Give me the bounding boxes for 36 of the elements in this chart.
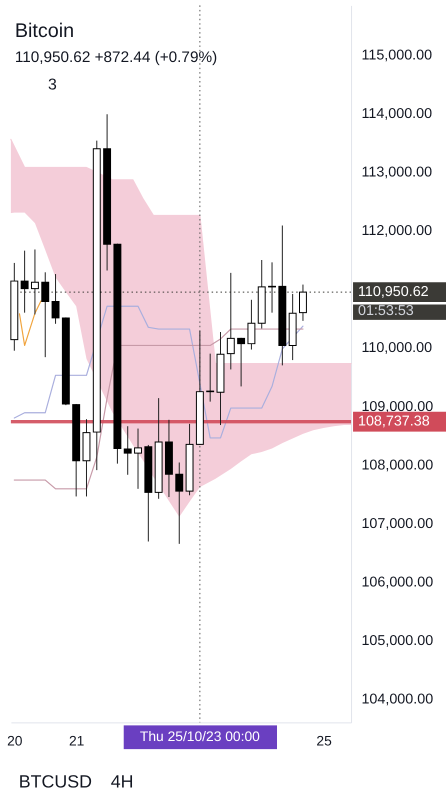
text: 4H <box>110 772 134 792</box>
candlestick <box>268 262 276 314</box>
candlestick <box>226 272 235 370</box>
candlestick <box>247 299 256 350</box>
text: 01:53:53 <box>358 302 414 319</box>
y-tick-label: 113,000.00 <box>361 164 432 181</box>
y-tick-label: 105,000.00 <box>361 632 434 649</box>
y-tick-label: 107,000.00 <box>361 516 434 532</box>
y-tick-label: 114,000.00 <box>361 106 432 122</box>
y-tick-label: 108,000.00 <box>361 457 434 474</box>
candlestick <box>41 272 50 358</box>
annotation: 3 <box>48 76 58 94</box>
y-tick-label: 104,000.00 <box>361 691 434 708</box>
y-tick-label: 112,000.00 <box>361 223 432 240</box>
candlestick <box>299 284 307 322</box>
y-tick-label: 106,000.00 <box>361 574 434 590</box>
candlestick <box>237 337 246 387</box>
candlestick <box>30 248 39 315</box>
text: Bitcoin <box>14 20 74 42</box>
candlestick <box>20 250 29 314</box>
y-tick-label: 115,000.00 <box>361 48 432 64</box>
text: 110,950.62 +872.44 (+0.79%) <box>14 48 218 66</box>
candlestick <box>134 428 142 490</box>
candlestick <box>124 426 132 476</box>
text: BTCUSD <box>18 772 92 792</box>
x-tick-label: 20 <box>7 732 23 749</box>
y-tick-label: 109,000.00 <box>361 398 434 415</box>
ref-line-label: 110,950.62 <box>358 284 429 300</box>
x-tick-label: 21 <box>68 732 85 749</box>
ref-line-label: 108,737.38 <box>358 414 430 430</box>
candlestick <box>52 274 60 324</box>
candlestick <box>175 462 184 544</box>
ref-line-label: Thu 25/10/23 00:00 <box>140 728 260 744</box>
y-tick-label: 110,000.00 <box>361 340 432 356</box>
candlestick <box>206 353 214 402</box>
x-tick-label: 25 <box>316 732 332 749</box>
